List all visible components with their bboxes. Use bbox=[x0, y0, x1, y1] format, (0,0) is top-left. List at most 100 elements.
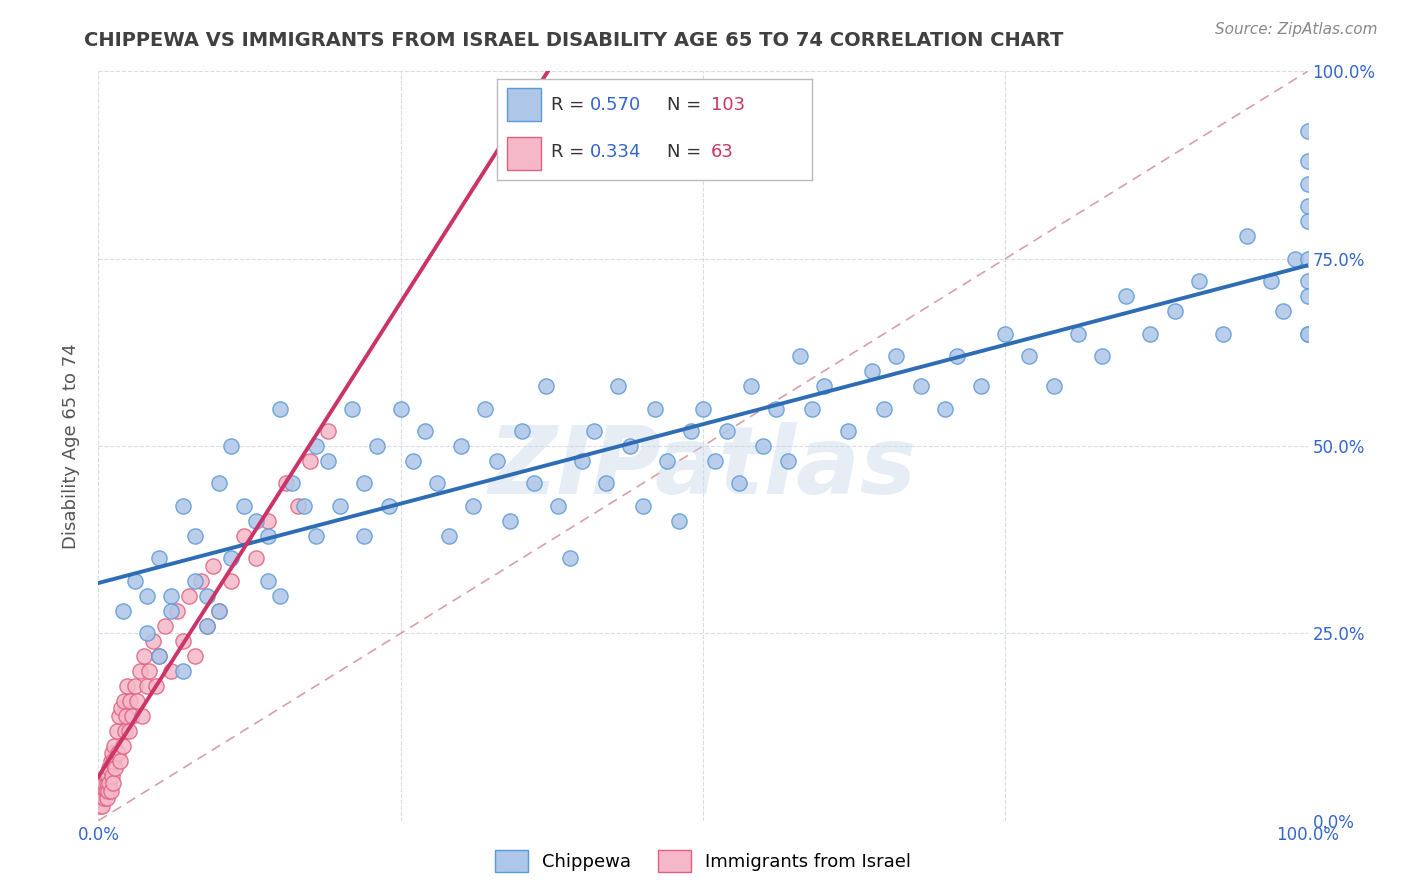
Point bbox=[595, 476, 617, 491]
Point bbox=[752, 439, 775, 453]
Point bbox=[107, 746, 129, 760]
Point bbox=[1139, 326, 1161, 341]
Point bbox=[121, 708, 143, 723]
Point bbox=[100, 783, 122, 797]
Point bbox=[103, 739, 125, 753]
Point bbox=[486, 454, 509, 468]
Point bbox=[534, 379, 557, 393]
Point bbox=[571, 454, 593, 468]
Point bbox=[1296, 214, 1319, 228]
Point bbox=[101, 754, 124, 768]
Point bbox=[498, 514, 520, 528]
Point bbox=[292, 499, 315, 513]
Point bbox=[1296, 274, 1319, 288]
Point bbox=[111, 739, 134, 753]
Point bbox=[108, 754, 131, 768]
Point bbox=[437, 529, 460, 543]
Point bbox=[91, 798, 114, 813]
Point bbox=[184, 574, 207, 588]
Point bbox=[89, 798, 111, 813]
Point bbox=[190, 574, 212, 588]
Point bbox=[94, 769, 117, 783]
Point bbox=[118, 723, 141, 738]
Point bbox=[1296, 289, 1319, 303]
Point bbox=[474, 401, 496, 416]
Point bbox=[377, 499, 399, 513]
Point bbox=[232, 499, 254, 513]
Point bbox=[135, 679, 157, 693]
Point bbox=[800, 401, 823, 416]
Point bbox=[281, 476, 304, 491]
Point bbox=[1296, 177, 1319, 191]
Point bbox=[316, 454, 339, 468]
Point bbox=[172, 664, 194, 678]
Point bbox=[1236, 229, 1258, 244]
Point bbox=[118, 694, 141, 708]
Point bbox=[1260, 274, 1282, 288]
Point bbox=[934, 401, 956, 416]
Point bbox=[142, 633, 165, 648]
Point bbox=[1188, 274, 1211, 288]
Point bbox=[145, 679, 167, 693]
Point bbox=[166, 604, 188, 618]
Point bbox=[1042, 379, 1064, 393]
Point bbox=[353, 529, 375, 543]
Point bbox=[148, 648, 170, 663]
Point bbox=[450, 439, 472, 453]
Point bbox=[96, 791, 118, 805]
Point bbox=[644, 401, 666, 416]
Point bbox=[716, 424, 738, 438]
Point bbox=[97, 783, 120, 797]
Point bbox=[994, 326, 1017, 341]
Point bbox=[124, 679, 146, 693]
Point bbox=[184, 648, 207, 663]
Point bbox=[256, 574, 278, 588]
Point bbox=[1284, 252, 1306, 266]
Point bbox=[389, 401, 412, 416]
Point bbox=[195, 619, 218, 633]
Point bbox=[269, 401, 291, 416]
Point bbox=[97, 769, 120, 783]
Point bbox=[704, 454, 727, 468]
Point bbox=[305, 439, 328, 453]
Point bbox=[245, 514, 267, 528]
Point bbox=[232, 529, 254, 543]
Point bbox=[692, 401, 714, 416]
Point bbox=[402, 454, 425, 468]
Point bbox=[135, 626, 157, 640]
Point bbox=[329, 499, 352, 513]
Point bbox=[93, 776, 115, 790]
Point bbox=[305, 529, 328, 543]
Point bbox=[860, 364, 883, 378]
Point bbox=[287, 499, 309, 513]
Point bbox=[837, 424, 859, 438]
Point bbox=[221, 574, 243, 588]
Point bbox=[221, 439, 243, 453]
Y-axis label: Disability Age 65 to 74: Disability Age 65 to 74 bbox=[62, 343, 80, 549]
Point bbox=[679, 424, 702, 438]
Point bbox=[128, 664, 150, 678]
Point bbox=[115, 708, 138, 723]
Point bbox=[172, 499, 194, 513]
Point bbox=[1296, 154, 1319, 169]
Point bbox=[94, 783, 117, 797]
Point bbox=[1212, 326, 1234, 341]
Point bbox=[366, 439, 388, 453]
Point bbox=[728, 476, 751, 491]
Point bbox=[765, 401, 787, 416]
Point bbox=[100, 754, 122, 768]
Point bbox=[776, 454, 799, 468]
Point bbox=[1018, 349, 1040, 363]
Point bbox=[195, 619, 218, 633]
Point bbox=[316, 424, 339, 438]
Point bbox=[607, 379, 630, 393]
Point bbox=[619, 439, 641, 453]
Point bbox=[1296, 199, 1319, 213]
Point bbox=[269, 589, 291, 603]
Point bbox=[100, 769, 122, 783]
Point bbox=[135, 589, 157, 603]
Point bbox=[108, 708, 131, 723]
Point bbox=[523, 476, 546, 491]
Point bbox=[90, 791, 112, 805]
Point bbox=[184, 529, 207, 543]
